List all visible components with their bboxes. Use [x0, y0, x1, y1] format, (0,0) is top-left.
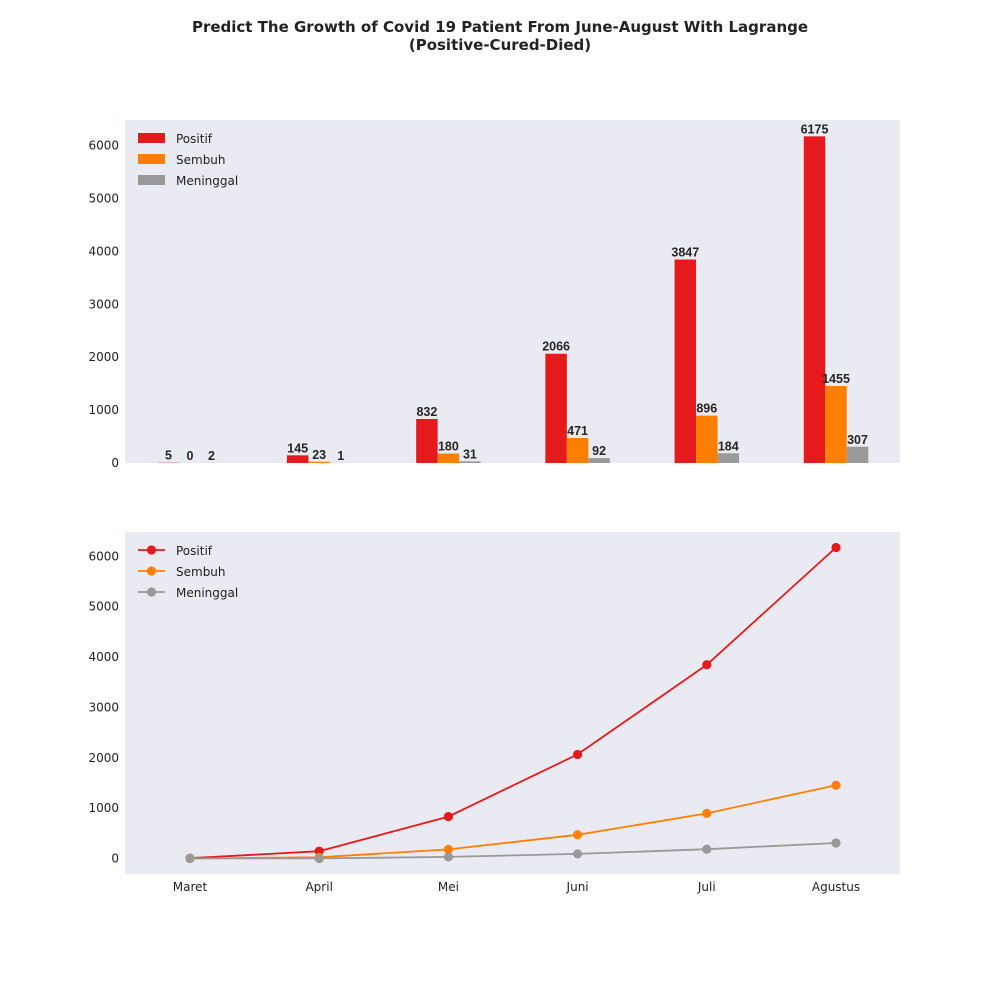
bar-positif: [416, 418, 438, 463]
legend-marker-sembuh: [146, 566, 157, 576]
legend: Positif Sembuh Meninggal: [138, 132, 238, 188]
legend-label-positif: Positif: [176, 544, 213, 558]
y-tick-label: 0: [111, 851, 119, 865]
point-meninggal: [702, 844, 712, 854]
point-positif: [702, 660, 712, 670]
x-tick-label: Maret: [173, 880, 208, 894]
line-meninggal: [190, 842, 837, 860]
bar-meninggal: [459, 461, 481, 463]
data-label: 5: [165, 449, 172, 463]
chart-title-line-2: (Positive-Cured-Died): [409, 36, 591, 54]
data-label: 2066: [542, 340, 570, 354]
y-tick-label: 3000: [88, 700, 119, 714]
data-label: 184: [718, 439, 739, 453]
data-label: 23: [312, 448, 326, 462]
data-label: 1: [337, 449, 344, 463]
point-sembuh: [443, 844, 453, 855]
point-meninggal: [443, 852, 453, 862]
bar-positif: [674, 259, 697, 463]
x-tick-label: April: [305, 880, 332, 894]
data-label: 2: [208, 449, 215, 463]
bar-positif: [803, 136, 826, 463]
y-tick-label: 4000: [88, 650, 119, 664]
point-positif: [831, 542, 841, 553]
data-label: 92: [592, 444, 606, 458]
data-label: 471: [567, 424, 588, 438]
line-positif: [189, 546, 837, 860]
y-tick-label: 2000: [88, 751, 119, 765]
point-meninggal: [573, 849, 583, 859]
y-tick-label: 5000: [88, 192, 119, 206]
y-tick-label: 2000: [88, 350, 119, 364]
data-label: 3847: [671, 245, 699, 259]
y-tick-label: 6000: [88, 139, 119, 153]
point-sembuh: [573, 830, 583, 840]
bar-positif: [286, 455, 309, 463]
plot-background: [125, 532, 900, 874]
point-sembuh: [702, 808, 712, 818]
bar-positif: [545, 353, 567, 463]
y-tick-label: 5000: [88, 600, 119, 614]
data-label: 832: [416, 405, 437, 419]
point-meninggal: [185, 853, 195, 863]
legend: Positif Sembuh Meninggal: [138, 544, 238, 600]
point-positif: [573, 749, 583, 760]
x-tick-label: Mei: [438, 880, 459, 894]
bar-sembuh: [308, 461, 330, 463]
legend-label-meninggal: Meninggal: [176, 586, 238, 600]
point-positif: [443, 811, 453, 822]
point-meninggal: [314, 853, 324, 864]
data-label: 180: [438, 439, 459, 453]
x-tick-label: Juli: [697, 880, 716, 894]
data-label: 1455: [822, 372, 850, 386]
data-label: 145: [287, 441, 308, 455]
y-tick-label: 6000: [88, 549, 119, 563]
legend-label-positif: Positif: [176, 132, 213, 146]
legend-swatch-positif: [138, 133, 165, 143]
data-label: 896: [696, 402, 717, 416]
bar-meninggal: [588, 458, 610, 463]
point-sembuh: [831, 780, 841, 790]
legend-swatch-meninggal: [138, 175, 165, 185]
y-tick-label: 0: [111, 456, 119, 470]
data-label: 6175: [801, 122, 829, 136]
bar-sembuh: [696, 415, 718, 463]
bar-sembuh: [825, 386, 847, 463]
data-label: 31: [463, 447, 477, 461]
legend-label-sembuh: Sembuh: [176, 565, 226, 579]
legend-marker-meninggal: [146, 587, 157, 597]
plot-background: [125, 120, 900, 463]
data-label: 0: [187, 449, 194, 463]
line-chart-panel: 0 1000 2000 3000 4000 5000 6000 Maret April Mei Ju…: [88, 532, 900, 894]
bar-chart-panel: 0 1000 2000 3000 4000 5000 6000 5 145 832 2066 3847…: [88, 120, 900, 470]
y-tick-label: 1000: [88, 403, 119, 417]
legend-label-sembuh: Sembuh: [176, 153, 226, 167]
y-tick-label: 1000: [88, 801, 119, 815]
x-tick-label: Agustus: [812, 880, 860, 894]
point-meninggal: [831, 838, 841, 848]
bar-meninggal: [846, 446, 869, 463]
y-tick-label: 3000: [88, 297, 119, 311]
y-tick-label: 4000: [88, 244, 119, 258]
x-tick-label: Juni: [566, 880, 589, 894]
bar-meninggal: [717, 453, 740, 463]
legend-swatch-sembuh: [138, 154, 165, 164]
chart-title-line-1: Predict The Growth of Covid 19 Patient F…: [192, 18, 808, 36]
legend-label-meninggal: Meninggal: [176, 174, 238, 188]
bar-sembuh: [566, 438, 589, 463]
data-label: 307: [847, 433, 868, 447]
legend-marker-positif: [146, 545, 157, 555]
bar-sembuh: [437, 453, 460, 463]
